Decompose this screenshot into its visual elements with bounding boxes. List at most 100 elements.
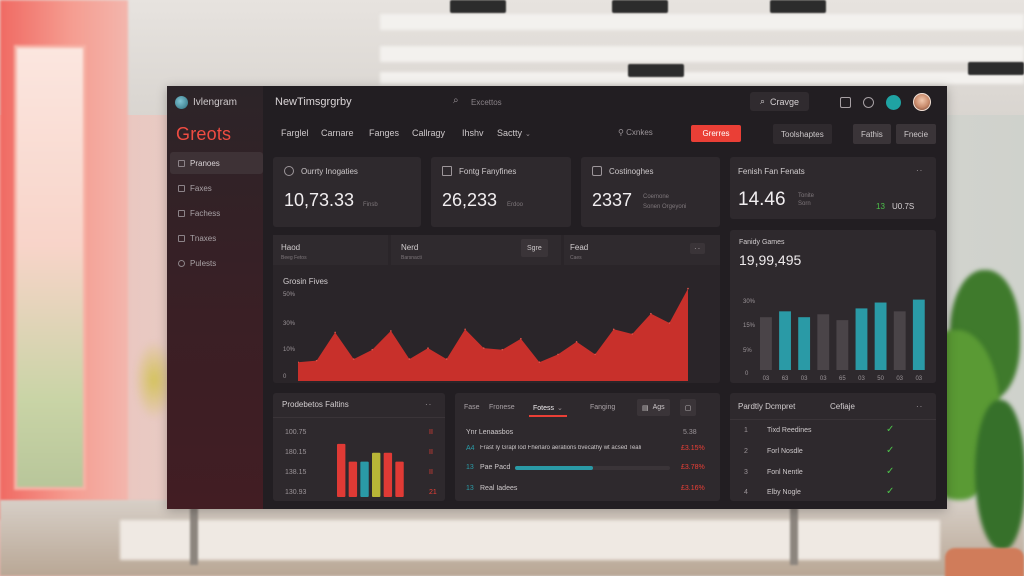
list-row-label: Elby Nogle — [767, 489, 801, 496]
list-row-num: 1 — [744, 427, 748, 434]
table-row-value: £3.16% — [681, 485, 705, 492]
right-kpi-sub: Sorn — [798, 201, 811, 207]
bar-chart-value: 19,99,495 — [739, 252, 802, 268]
app-logo[interactable]: Ivlengram — [175, 96, 237, 109]
clock-icon — [178, 259, 185, 267]
area-point — [427, 347, 429, 349]
sidebar-item-tnaxes[interactable]: Tnaxes — [170, 227, 263, 249]
area-point — [557, 353, 559, 356]
window — [0, 0, 128, 520]
kpi-sub: Finsb — [363, 202, 378, 208]
app-logo-label: Ivlengram — [193, 97, 237, 108]
bar — [893, 311, 906, 370]
sidebar-item-label: Faxes — [190, 183, 212, 193]
bar — [383, 452, 393, 497]
sidebar-nav: Pranoes Faxes Fachess Tnaxes Pulests — [170, 152, 263, 277]
table-tab-fase[interactable]: Fase — [464, 404, 480, 411]
fathis-button[interactable]: Fathis — [853, 124, 891, 144]
x-tick-label: 03 — [820, 376, 827, 382]
sidebar-item-label: Fachess — [190, 208, 221, 218]
trash-icon[interactable]: ▢ — [680, 399, 696, 416]
x-tick-label: 50 — [877, 376, 884, 382]
more-icon[interactable]: ·· — [916, 402, 924, 411]
area-point — [352, 358, 355, 360]
table-tab-fronese[interactable]: Fronese — [489, 404, 515, 411]
tab-fanges[interactable]: Fanges — [369, 128, 400, 138]
tab-sactty[interactable]: Sactty ⌄ — [497, 128, 531, 138]
sidebar-item-pulests[interactable]: Pulests — [170, 252, 263, 274]
progress-fill — [515, 466, 593, 470]
tab-carnare[interactable]: Carnare — [321, 128, 354, 138]
dashboard-screen: Ivlengram Greots Pranoes Faxes Fachess T… — [167, 86, 947, 509]
fnecie-button[interactable]: Fnecie — [896, 124, 937, 144]
chart-tab-nerd[interactable]: Nerd Barsnacti Sgre — [391, 235, 561, 265]
cxnkes-link[interactable]: ⚲ Cxnkes — [618, 128, 653, 137]
area-point — [334, 331, 336, 334]
check-icon: ✓ — [886, 486, 895, 497]
window-pane — [14, 45, 86, 490]
x-tick-label: 03 — [763, 376, 770, 382]
sidebar-item-pranoes[interactable]: Pranoes — [170, 152, 263, 174]
tools-button-label: Toolshaptes — [781, 129, 824, 139]
small-bar-title: Prodebetos Faltins — [282, 400, 349, 409]
chart-tab-haod[interactable]: Haod Beeg Fetos — [273, 235, 388, 265]
area-point — [464, 328, 466, 331]
y-tick-label: 10% — [283, 347, 296, 353]
tools-button[interactable]: Toolshaptes — [773, 124, 832, 144]
area-point — [575, 341, 578, 343]
kpi-card[interactable]: Fontg Fanyfines 26,233 Erdoo — [431, 157, 571, 227]
more-icon[interactable]: ·· — [690, 243, 706, 254]
area-point — [650, 312, 652, 315]
tab-farglel[interactable]: Farglel — [281, 128, 309, 138]
kpi-label: Costinoghes — [609, 167, 654, 176]
table-header-left: Ynr Lenaasbos — [466, 429, 514, 436]
bar — [874, 302, 887, 370]
sidebar: Ivlengram Greots Pranoes Faxes Fachess T… — [167, 86, 263, 509]
table-tab-fanging[interactable]: Fanging — [590, 404, 616, 411]
chart-sgre-button[interactable]: Sgre — [521, 239, 548, 257]
search-input[interactable] — [471, 95, 581, 109]
right-kpi-card[interactable]: Fenish Fan Fenats ·· 14.46 Tonite Sorn 1… — [730, 157, 936, 219]
primary-button[interactable]: Grerres — [691, 125, 741, 142]
kpi-card[interactable]: Costinoghes 2337 Coemone Sonen Orgeyoni — [581, 157, 720, 227]
chart-tab-sub: Caes — [570, 255, 582, 261]
sidebar-item-faxes[interactable]: Faxes — [170, 177, 263, 199]
chart-tab-fead[interactable]: Fead Caes ·· — [564, 235, 720, 265]
search-button[interactable]: ⌕ Cravge — [750, 92, 810, 111]
right-kpi-label: Fenish Fan Fenats — [738, 167, 805, 176]
area-point — [520, 337, 522, 340]
avatar[interactable] — [913, 93, 931, 111]
top-bar: NewTimsgrgrby ⌕ ⌕ Cravge — [263, 86, 947, 118]
row-label: 138.15 — [285, 469, 307, 476]
table-ags-button[interactable]: ▤ Ags — [637, 399, 670, 416]
settings-icon[interactable] — [863, 96, 874, 108]
y-tick-label: 0 — [745, 371, 749, 377]
stand-leg — [190, 505, 198, 565]
list-row-label: Tixd Reedines — [767, 427, 812, 434]
more-icon[interactable]: ·· — [916, 166, 924, 175]
bar — [779, 311, 791, 370]
ceiling-light — [612, 0, 668, 13]
search-icon[interactable]: ⌕ — [453, 95, 459, 106]
bar — [395, 461, 404, 497]
table-tab-fotess[interactable]: Fotess ⌄ — [533, 404, 563, 412]
calendar-icon[interactable] — [840, 96, 851, 108]
kpi-sub: Sonen Orgeyoni — [643, 204, 687, 210]
plant — [975, 400, 1024, 550]
list-row-num: 2 — [744, 448, 748, 455]
status-icon[interactable] — [886, 94, 901, 110]
tag-icon — [178, 184, 185, 192]
plant-pot — [945, 548, 1024, 576]
area-point — [668, 322, 671, 324]
sidebar-item-fachess[interactable]: Fachess — [170, 202, 263, 224]
kpi-card[interactable]: Ourrty Inogaties 10,73.33 Finsb — [273, 157, 421, 227]
tab-ihshv[interactable]: Ihshv — [462, 128, 484, 138]
ceiling-light — [628, 64, 684, 77]
area-point — [315, 359, 318, 362]
tab-callragy[interactable]: Callragy — [412, 128, 446, 138]
main-chart-panel: Haod Beeg Fetos Nerd Barsnacti Sgre Fead… — [273, 235, 720, 383]
bar — [337, 443, 346, 497]
right-kpi-delta: 13 — [876, 202, 885, 211]
more-icon[interactable]: ·· — [425, 400, 433, 409]
area-point — [687, 287, 689, 290]
